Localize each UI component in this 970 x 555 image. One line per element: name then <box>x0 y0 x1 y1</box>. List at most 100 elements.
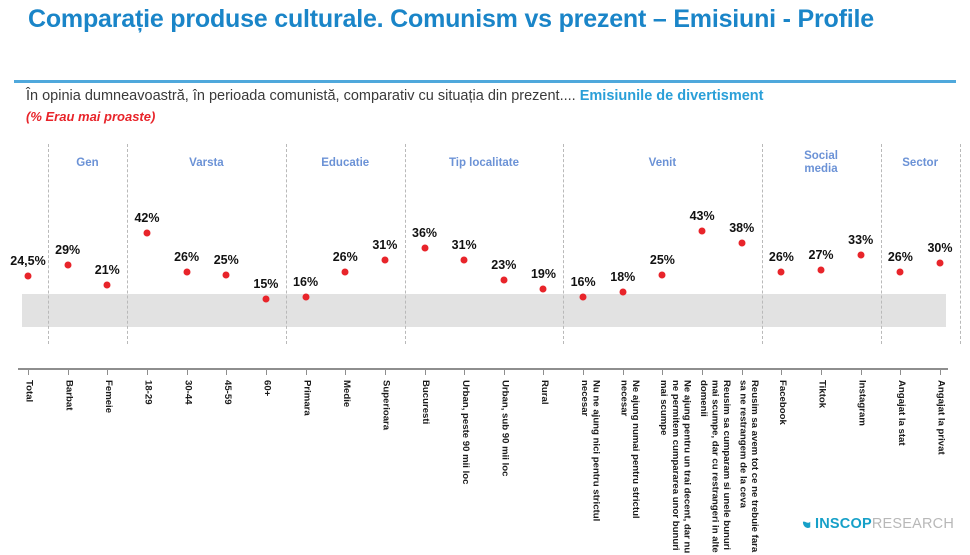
data-point-marker[interactable] <box>103 281 111 289</box>
group-header-sector: Sector <box>902 157 939 169</box>
subtitle-highlight-text: Emisiunile de divertisment <box>579 88 764 104</box>
x-axis-category-label: Superioara <box>380 380 392 431</box>
x-axis-line <box>18 368 948 370</box>
x-axis-category-label: Total <box>23 380 35 403</box>
data-point-marker[interactable] <box>302 293 310 301</box>
x-axis-tick <box>900 370 902 375</box>
x-axis-category-label: Reusim sa avem tot ce ne trebuie fara sa… <box>737 380 761 553</box>
data-point-label: 25% <box>649 252 675 267</box>
x-axis-category-label: Barbat <box>63 380 75 411</box>
x-axis-tick <box>424 370 426 375</box>
x-axis-category-label: 30-44 <box>182 380 194 405</box>
x-axis-tick <box>781 370 783 375</box>
x-axis-tick <box>583 370 585 375</box>
data-point-marker[interactable] <box>421 244 429 252</box>
x-axis-tick <box>146 370 148 375</box>
data-point-label: 36% <box>412 225 438 240</box>
title-divider <box>14 80 956 83</box>
data-point-marker[interactable] <box>579 293 587 301</box>
x-axis-tick <box>28 370 29 375</box>
x-axis-category-label: Angajat la stat <box>896 380 908 446</box>
data-point-label: 42% <box>134 211 160 226</box>
data-point-label: 23% <box>491 257 517 272</box>
x-axis-tick <box>503 370 505 375</box>
data-point-marker[interactable] <box>460 256 468 264</box>
data-point-marker[interactable] <box>658 271 666 279</box>
x-axis-category-label: Instagram <box>856 380 868 426</box>
data-point-marker[interactable] <box>500 276 508 284</box>
x-axis-tick <box>107 370 109 375</box>
data-point-marker[interactable] <box>341 268 349 276</box>
data-point-marker[interactable] <box>183 268 191 276</box>
x-axis-tick <box>741 370 743 375</box>
group-separator <box>47 144 49 344</box>
data-point-label: 21% <box>94 262 120 277</box>
data-point-marker[interactable] <box>262 295 270 303</box>
data-point-marker[interactable] <box>64 261 72 269</box>
x-axis-category-label: Medie <box>340 380 352 408</box>
data-point-label: 26% <box>887 250 913 265</box>
data-point-marker[interactable] <box>222 271 230 279</box>
data-point-marker[interactable] <box>936 259 944 267</box>
data-point-label: 33% <box>848 233 874 248</box>
data-point-marker[interactable] <box>24 272 32 280</box>
data-point-label: 26% <box>768 250 794 265</box>
x-axis-tick <box>702 370 704 375</box>
data-point-label: 30% <box>927 240 953 255</box>
logo-research-text: RESEARCH <box>871 516 954 532</box>
data-point-marker[interactable] <box>619 288 627 296</box>
data-point-label: 29% <box>55 243 81 258</box>
x-axis-category-label: Urban, sub 90 mii loc <box>499 380 511 477</box>
x-axis-tick <box>940 370 941 375</box>
data-point-marker[interactable] <box>817 266 825 274</box>
data-point-label: 25% <box>213 252 239 267</box>
group-separator <box>959 144 961 344</box>
group-header-social-media: Social media <box>804 150 838 176</box>
data-point-label: 16% <box>570 274 596 289</box>
data-point-label: 27% <box>808 247 834 262</box>
x-axis-tick <box>345 370 347 375</box>
x-axis-category-label: Ne ajung pentru un trai decent, dar nu n… <box>658 380 693 554</box>
data-point-label: 18% <box>610 269 636 284</box>
group-separator <box>404 144 406 344</box>
group-header-tip-localitate: Tip localitate <box>448 157 520 169</box>
data-point-marker[interactable] <box>777 268 785 276</box>
data-point-marker[interactable] <box>857 251 865 259</box>
data-point-marker[interactable] <box>539 285 547 293</box>
data-point-label: 24,5% <box>10 254 46 268</box>
x-axis-tick <box>226 370 228 375</box>
data-point-marker[interactable] <box>896 268 904 276</box>
x-axis-tick <box>265 370 267 375</box>
data-point-label: 31% <box>451 238 477 253</box>
data-point-marker[interactable] <box>738 239 746 247</box>
data-point-label: 26% <box>174 250 200 265</box>
x-axis-tick <box>305 370 307 375</box>
data-point-marker[interactable] <box>143 229 151 237</box>
x-axis-category-label: Reusim sa cumparam si unele bunuri mai s… <box>697 380 733 553</box>
inscop-research-logo: INSCOP RESEARCH <box>802 516 954 532</box>
x-axis-tick <box>186 370 188 375</box>
group-header-varsta: Varsta <box>189 157 224 169</box>
x-axis-category-label: Femeie <box>103 380 114 414</box>
data-point-label: 43% <box>689 208 715 223</box>
data-point-label: 16% <box>293 274 319 289</box>
group-separator <box>285 144 287 344</box>
data-point-label: 26% <box>332 250 358 265</box>
group-separator <box>880 144 882 344</box>
x-axis-category-label: Facebook <box>777 380 789 425</box>
data-point-label: 19% <box>530 267 556 282</box>
x-axis-category-label: Tiktok <box>816 380 828 409</box>
logo-inscop-text: INSCOP <box>815 516 872 532</box>
x-axis-category-label: Primara <box>301 380 313 416</box>
x-axis-category-label: 18-29 <box>142 380 154 405</box>
x-axis-category-label: Rural <box>539 380 551 405</box>
x-axis-tick <box>860 370 862 375</box>
x-axis-category-label: 45-59 <box>221 380 233 405</box>
group-separator <box>127 144 129 344</box>
x-axis-tick <box>464 370 466 375</box>
data-point-label: 31% <box>372 238 398 253</box>
x-axis-category-label: Nu ne ajung nici pentru strictul necesar <box>578 380 602 522</box>
x-axis-tick <box>67 370 69 375</box>
data-point-marker[interactable] <box>698 227 706 235</box>
data-point-marker[interactable] <box>381 256 389 264</box>
